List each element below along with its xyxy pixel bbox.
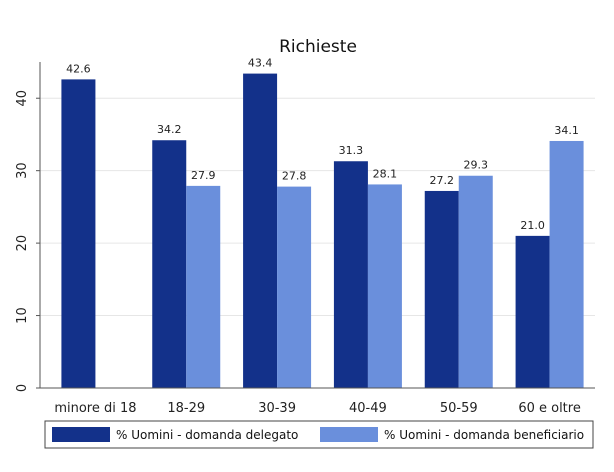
legend-swatch-2 xyxy=(320,427,378,442)
y-tick-label: 40 xyxy=(15,90,30,107)
bar-series-2 xyxy=(549,140,584,388)
bar-series-1 xyxy=(424,190,459,388)
x-axis-categories: minore di 18 18-29 30-39 40-49 50-59 60 e olt… xyxy=(54,401,581,416)
data-label: 31.3 xyxy=(339,144,364,157)
data-label: 34.1 xyxy=(554,124,579,137)
y-axis-ticks: 0 10 20 30 40 xyxy=(15,90,40,392)
bars xyxy=(61,73,584,389)
x-category-label: minore di 18 xyxy=(54,401,136,416)
legend-label-2: % Uomini - domanda beneficiario xyxy=(384,428,584,442)
axes xyxy=(39,62,595,389)
x-category-label: 18-29 xyxy=(167,401,205,416)
bar-series-1 xyxy=(243,73,278,388)
data-label: 27.9 xyxy=(191,169,216,182)
legend-box xyxy=(44,420,594,449)
data-label: 27.8 xyxy=(282,170,307,183)
data-label: 42.6 xyxy=(66,62,91,75)
data-label: 27.2 xyxy=(430,174,455,187)
y-tick-label: 10 xyxy=(15,307,30,324)
chart-title: Richieste xyxy=(279,37,357,57)
bar-series-1 xyxy=(152,140,187,388)
legend-label-1: % Uomini - domanda delegato xyxy=(116,428,298,442)
bar-series-2 xyxy=(277,186,312,388)
bar-series-2 xyxy=(367,184,402,388)
bar-series-1 xyxy=(333,161,368,388)
y-tick-label: 0 xyxy=(15,384,30,392)
y-tick-label: 20 xyxy=(15,235,30,252)
x-category-label: 30-39 xyxy=(258,401,296,416)
data-label: 34.2 xyxy=(157,123,182,136)
y-tick-label: 30 xyxy=(15,162,30,179)
data-label: 21.0 xyxy=(520,219,545,232)
legend-swatch-1 xyxy=(52,427,110,442)
bar-series-2 xyxy=(458,175,493,388)
data-label: 28.1 xyxy=(373,167,398,180)
data-label: 43.4 xyxy=(248,57,273,70)
data-labels: 42.6 34.2 27.9 43.4 27.8 31.3 28.1 27.2 29.3 21.0… xyxy=(66,57,579,232)
grid-lines xyxy=(40,97,595,317)
bar-series-1 xyxy=(61,79,96,389)
x-category-label: 60 e oltre xyxy=(518,401,581,416)
data-label: 29.3 xyxy=(464,159,489,172)
legend: % Uomini - domanda delegato % Uomini - do… xyxy=(44,420,594,449)
x-category-label: 40-49 xyxy=(349,401,387,416)
bar-series-2 xyxy=(186,185,221,388)
bar-series-1 xyxy=(515,235,550,388)
x-category-label: 50-59 xyxy=(440,401,478,416)
